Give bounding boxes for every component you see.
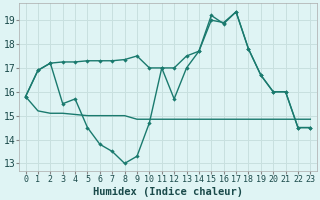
X-axis label: Humidex (Indice chaleur): Humidex (Indice chaleur) — [93, 186, 243, 197]
